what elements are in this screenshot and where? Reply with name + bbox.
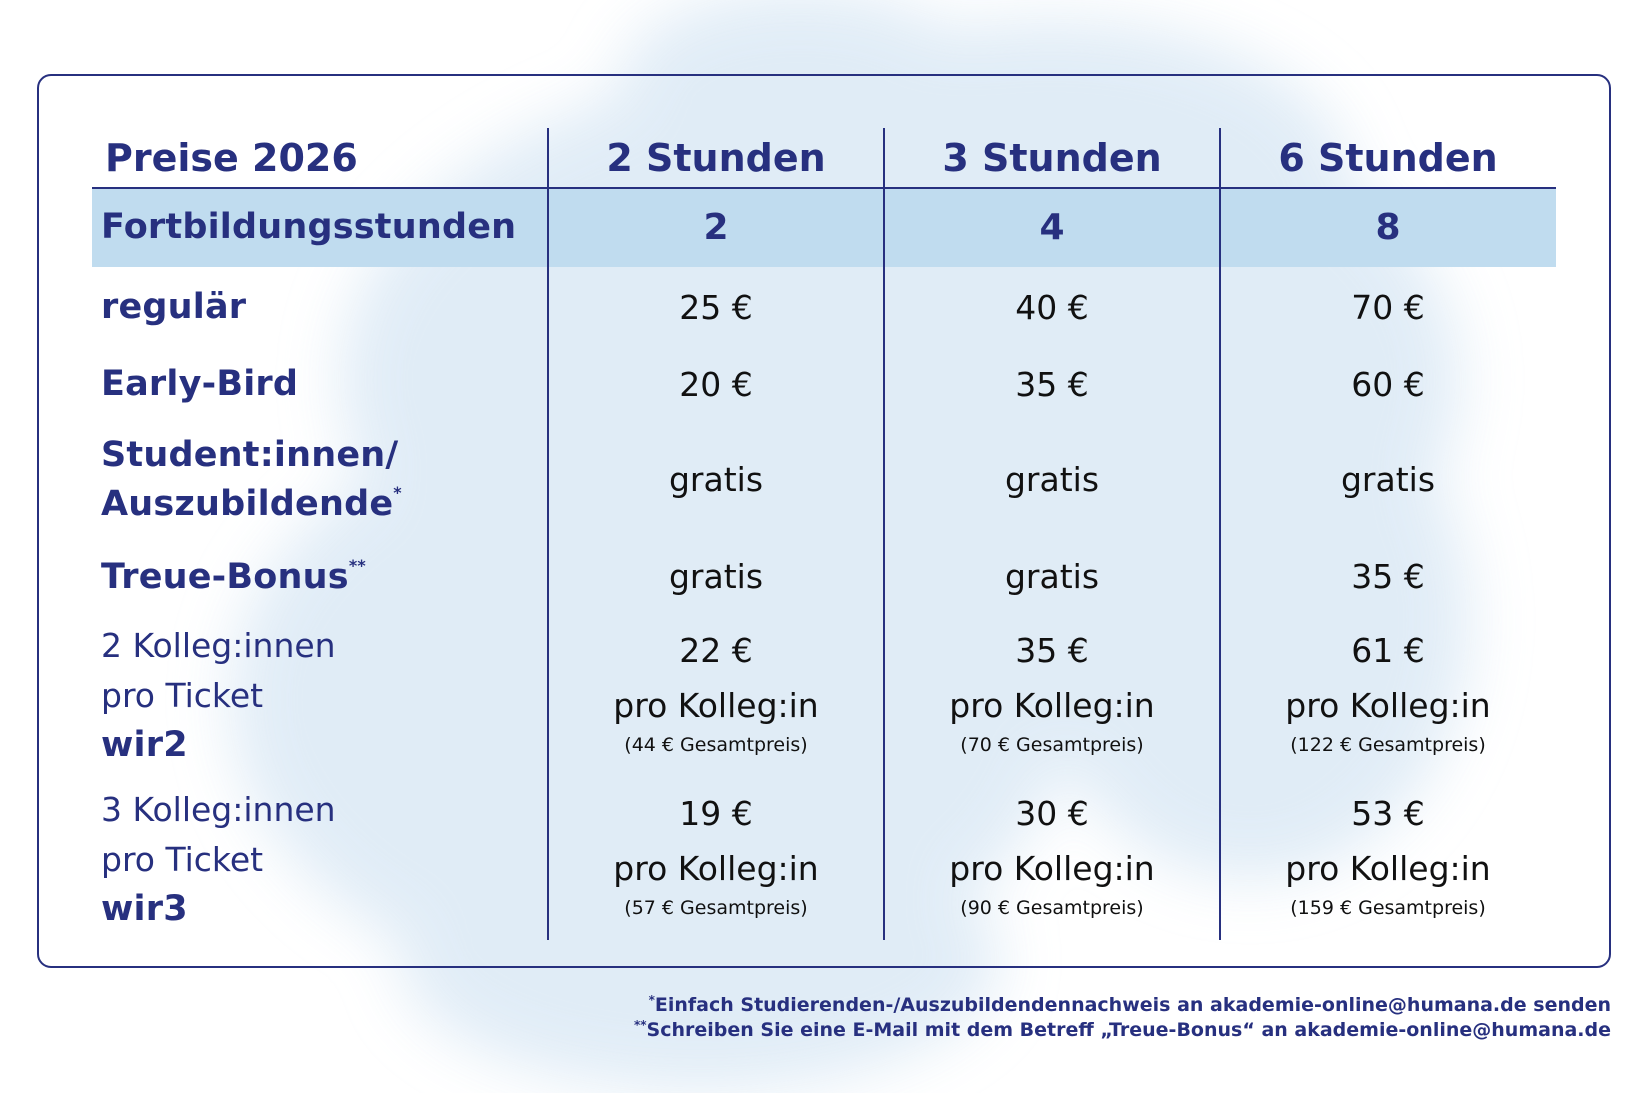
cell: gratis bbox=[668, 557, 764, 596]
cell: 4 bbox=[1039, 207, 1065, 248]
row-label: pro Ticket bbox=[101, 840, 264, 879]
footnote-text: Einfach Studierenden-/Auszubildendennach… bbox=[654, 994, 1611, 1016]
row-label: Auszubildende* bbox=[101, 484, 402, 524]
row-label: 2 Kolleg:innen bbox=[101, 626, 336, 665]
footnote-mark: ** bbox=[348, 556, 366, 575]
cell: 22 € bbox=[679, 631, 753, 670]
cell-total: (90 € Gesamtpreis) bbox=[960, 897, 1144, 919]
column-divider bbox=[547, 128, 549, 940]
row-label: Fortbildungsstunden bbox=[101, 207, 517, 247]
cell-total: (122 € Gesamtpreis) bbox=[1290, 734, 1486, 756]
cell: 35 € bbox=[1015, 365, 1089, 404]
cell: 8 bbox=[1375, 207, 1401, 248]
column-divider bbox=[1219, 128, 1221, 940]
row-label: regulär bbox=[101, 287, 247, 327]
cell: 20 € bbox=[679, 365, 753, 404]
price-table-frame bbox=[37, 74, 1611, 968]
cell: 2 bbox=[703, 207, 729, 248]
column-header: 2 Stunden bbox=[606, 136, 826, 180]
cell-total: (70 € Gesamtpreis) bbox=[960, 734, 1144, 756]
row-label: Student:innen/ bbox=[101, 435, 399, 475]
cell: 35 € bbox=[1351, 557, 1425, 596]
cell: 30 € bbox=[1015, 794, 1089, 833]
footnote-loyalty: **Schreiben Sie eine E-Mail mit dem Betr… bbox=[633, 1018, 1611, 1041]
promo-code: wir2 bbox=[101, 725, 188, 765]
footnote-text: Schreiben Sie eine E-Mail mit dem Betref… bbox=[646, 1019, 1611, 1041]
cell: 70 € bbox=[1351, 288, 1425, 327]
cell: gratis bbox=[1004, 557, 1100, 596]
row-label-text: Treue-Bonus bbox=[101, 557, 349, 597]
promo-code: wir3 bbox=[101, 889, 188, 929]
row-label: pro Ticket bbox=[101, 676, 264, 715]
cell: 40 € bbox=[1015, 288, 1089, 327]
column-divider bbox=[883, 128, 885, 940]
cell-unit: pro Kolleg:in bbox=[949, 686, 1155, 725]
cell: 60 € bbox=[1351, 365, 1425, 404]
cell-unit: pro Kolleg:in bbox=[949, 849, 1155, 888]
table-title: Preise 2026 bbox=[105, 136, 358, 180]
cell-unit: pro Kolleg:in bbox=[1285, 849, 1491, 888]
cell-total: (57 € Gesamtpreis) bbox=[624, 897, 808, 919]
row-label-text: Auszubildende bbox=[101, 484, 394, 524]
cell: 53 € bbox=[1351, 794, 1425, 833]
cell: 61 € bbox=[1351, 631, 1425, 670]
footnote-students: *Einfach Studierenden-/Auszubildendennac… bbox=[648, 993, 1611, 1016]
row-label: 3 Kolleg:innen bbox=[101, 790, 336, 829]
column-header: 3 Stunden bbox=[942, 136, 1162, 180]
row-label: Treue-Bonus** bbox=[101, 557, 366, 597]
cell-unit: pro Kolleg:in bbox=[613, 849, 819, 888]
footnote-mark: * bbox=[393, 483, 402, 502]
cell: gratis bbox=[1340, 460, 1436, 499]
footnote-mark: * bbox=[648, 993, 655, 1007]
cell-unit: pro Kolleg:in bbox=[613, 686, 819, 725]
cell-unit: pro Kolleg:in bbox=[1285, 686, 1491, 725]
cell: 35 € bbox=[1015, 631, 1089, 670]
row-label: Early-Bird bbox=[101, 364, 299, 404]
cell: gratis bbox=[1004, 460, 1100, 499]
cell-total: (44 € Gesamtpreis) bbox=[624, 734, 808, 756]
cell: 25 € bbox=[679, 288, 753, 327]
column-header: 6 Stunden bbox=[1278, 136, 1498, 180]
cell-total: (159 € Gesamtpreis) bbox=[1290, 897, 1486, 919]
highlight-row-band bbox=[92, 187, 1556, 267]
cell: 19 € bbox=[679, 794, 753, 833]
footnote-mark: ** bbox=[633, 1018, 647, 1032]
cell: gratis bbox=[668, 460, 764, 499]
